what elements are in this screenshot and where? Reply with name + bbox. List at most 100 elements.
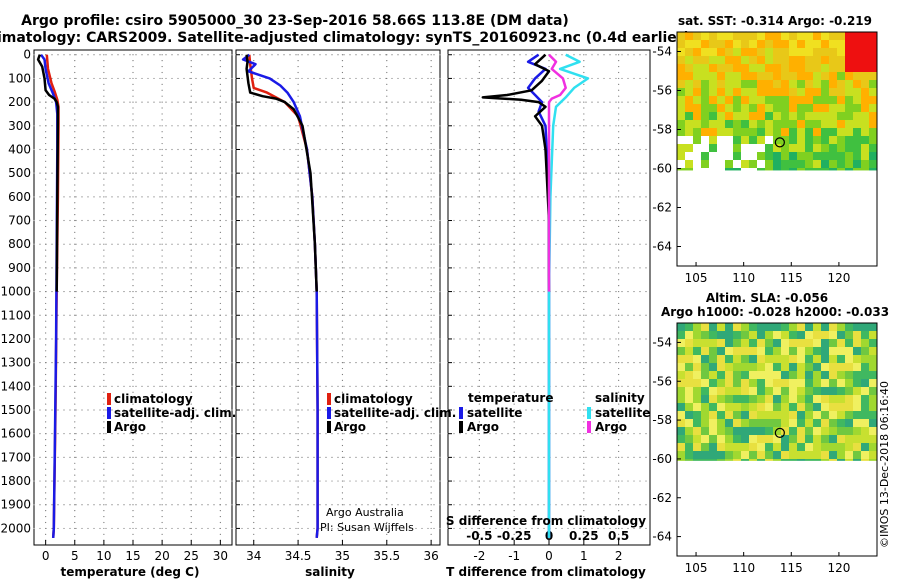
grid-dot bbox=[74, 214, 76, 216]
grid-dot bbox=[159, 409, 161, 411]
map-cell bbox=[749, 88, 757, 96]
map-cell bbox=[677, 459, 685, 461]
map-cell bbox=[733, 88, 741, 96]
grid-dot bbox=[81, 125, 83, 127]
grid-dot bbox=[57, 480, 59, 482]
grid-dot bbox=[45, 125, 47, 127]
grid-dot bbox=[253, 362, 255, 364]
map-cell bbox=[781, 144, 789, 152]
grid-dot bbox=[39, 77, 41, 80]
grid-dot bbox=[45, 131, 47, 133]
grid-dot bbox=[609, 172, 611, 174]
grid-dot bbox=[618, 267, 620, 269]
map-cell bbox=[733, 371, 741, 379]
grid-dot bbox=[201, 409, 203, 411]
grid-dot bbox=[427, 101, 429, 103]
grid-dot bbox=[430, 178, 432, 180]
grid-dot bbox=[627, 314, 629, 316]
grid-dot bbox=[573, 243, 575, 245]
grid-dot bbox=[123, 456, 125, 458]
grid-dot bbox=[74, 344, 76, 346]
grid-dot bbox=[103, 302, 105, 305]
map-cell bbox=[821, 136, 829, 144]
grid-dot bbox=[129, 196, 131, 198]
grid-dot bbox=[51, 504, 53, 506]
grid-dot bbox=[283, 504, 285, 506]
grid-dot bbox=[465, 433, 467, 435]
grid-dot bbox=[81, 219, 83, 222]
grid-dot bbox=[603, 172, 605, 174]
grid-dot bbox=[583, 403, 585, 405]
grid-dot bbox=[219, 527, 221, 530]
grid-dot bbox=[325, 196, 327, 198]
grid-dot bbox=[427, 338, 429, 340]
map-cell bbox=[845, 152, 853, 160]
grid-dot bbox=[189, 54, 191, 56]
grid-dot bbox=[159, 196, 161, 198]
grid-dot bbox=[132, 391, 134, 393]
grid-dot bbox=[51, 385, 53, 387]
grid-dot bbox=[319, 456, 321, 458]
grid-dot bbox=[367, 125, 369, 127]
grid-dot bbox=[132, 421, 134, 423]
grid-dot bbox=[341, 521, 344, 524]
grid-dot bbox=[297, 89, 299, 91]
grid-dot bbox=[93, 196, 95, 198]
grid-dot bbox=[478, 95, 480, 97]
grid-dot bbox=[609, 101, 611, 103]
grid-dot bbox=[69, 433, 71, 435]
grid-dot bbox=[105, 148, 107, 151]
map-cell bbox=[733, 48, 741, 56]
grid-dot bbox=[297, 379, 299, 381]
map-cell bbox=[853, 72, 861, 80]
map-cell bbox=[693, 427, 701, 435]
grid-dot bbox=[111, 338, 113, 340]
grid-dot bbox=[190, 510, 192, 512]
grid-dot bbox=[132, 178, 134, 180]
grid-dot bbox=[531, 338, 533, 340]
map-cell bbox=[749, 152, 757, 160]
grid-dot bbox=[132, 154, 134, 156]
grid-dot bbox=[537, 219, 539, 222]
grid-dot bbox=[141, 219, 143, 222]
grid-dot bbox=[87, 433, 89, 435]
grid-dot bbox=[618, 450, 620, 453]
map-cell bbox=[845, 112, 853, 120]
grid-dot bbox=[297, 296, 299, 299]
grid-dot bbox=[225, 243, 227, 245]
grid-dot bbox=[219, 373, 221, 376]
grid-dot bbox=[132, 54, 134, 56]
map-cell bbox=[765, 112, 773, 120]
grid-dot bbox=[161, 101, 163, 103]
grid-dot bbox=[471, 125, 473, 127]
grid-dot bbox=[213, 77, 215, 80]
map-cell bbox=[685, 339, 693, 347]
grid-dot bbox=[478, 142, 480, 145]
grid-dot bbox=[81, 77, 83, 80]
grid-dot bbox=[213, 196, 215, 198]
grid-dot bbox=[190, 450, 192, 453]
grid-dot bbox=[297, 285, 299, 287]
grid-dot bbox=[123, 409, 125, 411]
grid-dot bbox=[74, 379, 76, 381]
grid-dot bbox=[319, 267, 321, 269]
grid-dot bbox=[45, 462, 47, 464]
grid-dot bbox=[341, 379, 344, 381]
map-cell bbox=[853, 144, 861, 152]
grid-dot bbox=[153, 314, 155, 316]
grid-dot bbox=[74, 166, 76, 168]
grid-dot bbox=[513, 101, 515, 103]
map-cell bbox=[789, 48, 797, 56]
map-cell bbox=[821, 56, 829, 64]
grid-dot bbox=[183, 504, 185, 506]
grid-dot bbox=[313, 480, 315, 482]
grid-dot bbox=[391, 54, 393, 56]
grid-dot bbox=[421, 101, 423, 103]
map-cell bbox=[725, 451, 733, 459]
grid-dot bbox=[161, 444, 163, 447]
grid-dot bbox=[271, 362, 273, 364]
grid-dot bbox=[483, 409, 485, 411]
grid-dot bbox=[325, 101, 327, 103]
grid-dot bbox=[386, 160, 388, 162]
